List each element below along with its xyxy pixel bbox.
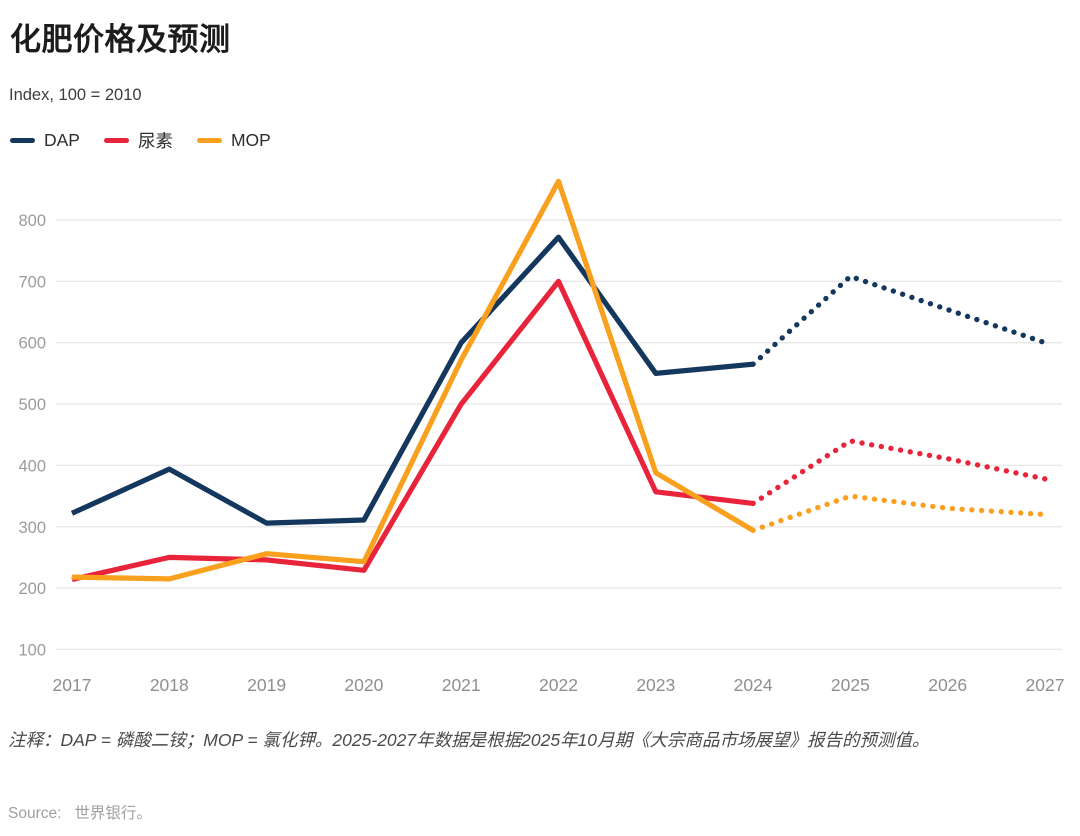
x-tick-label: 2023 <box>636 675 675 695</box>
line-chart: 100 200 300 400 500 600 700 800 2017 2018 2019 2020… <box>18 178 1065 695</box>
y-tick-label: 400 <box>18 457 46 475</box>
y-tick-label: 200 <box>18 580 46 598</box>
y-tick-label: 600 <box>18 335 46 353</box>
legend-label-dap: DAP <box>44 130 80 150</box>
x-axis-labels: 2017 2018 2019 2020 2021 2022 2023 2024 2025 2026… <box>53 675 1065 695</box>
x-tick-label: 2026 <box>928 675 967 695</box>
x-tick-label: 2018 <box>150 675 189 695</box>
legend-item-dap: DAP <box>10 130 80 151</box>
x-tick-label: 2022 <box>539 675 578 695</box>
chart-legend: DAP 尿素 MOP <box>10 128 271 153</box>
mop-line-swatch-icon <box>196 137 222 144</box>
dap-line-swatch-icon <box>10 137 35 144</box>
series-尿素-historical-line <box>71 278 754 583</box>
series-DAP-forecast-dotted-line <box>750 273 1048 367</box>
series-DAP-historical-line <box>70 234 754 526</box>
y-tick-label: 500 <box>18 396 46 414</box>
x-tick-label: 2017 <box>53 675 92 695</box>
page-title: 化肥价格及预测 <box>10 22 231 57</box>
x-tick-label: 2024 <box>734 675 773 695</box>
x-tick-label: 2020 <box>344 675 383 695</box>
footnote: 注释：DAP = 磷酸二铵；MOP = 氯化钾。2025-2027年数据是根据2… <box>8 730 930 750</box>
x-tick-label: 2027 <box>1026 675 1065 695</box>
x-tick-label: 2025 <box>831 675 870 695</box>
y-tick-label: 100 <box>18 641 46 659</box>
x-tick-label: 2019 <box>247 675 286 695</box>
y-tick-label: 300 <box>18 519 46 537</box>
legend-item-urea: 尿素 <box>103 128 173 153</box>
chart-subtitle: Index, 100 = 2010 <box>9 86 142 104</box>
series-MOP-forecast-dotted-line <box>750 493 1048 534</box>
series-MOP-historical-line <box>71 178 755 582</box>
gridlines <box>56 219 1062 651</box>
urea-line-swatch-icon <box>103 137 129 144</box>
legend-label-mop: MOP <box>230 130 271 150</box>
source-label: Source: <box>8 805 62 822</box>
source-value: 世界银行。 <box>74 805 152 822</box>
y-axis-labels: 100 200 300 400 500 600 700 800 <box>18 212 46 659</box>
x-tick-label: 2021 <box>442 675 481 695</box>
y-tick-label: 800 <box>18 212 46 230</box>
y-tick-label: 700 <box>18 273 46 291</box>
source-line: Source: 世界银行。 <box>8 801 152 823</box>
legend-item-mop: MOP <box>196 130 271 151</box>
legend-label-urea: 尿素 <box>137 131 173 151</box>
series-尿素-forecast-dotted-line <box>750 438 1048 507</box>
